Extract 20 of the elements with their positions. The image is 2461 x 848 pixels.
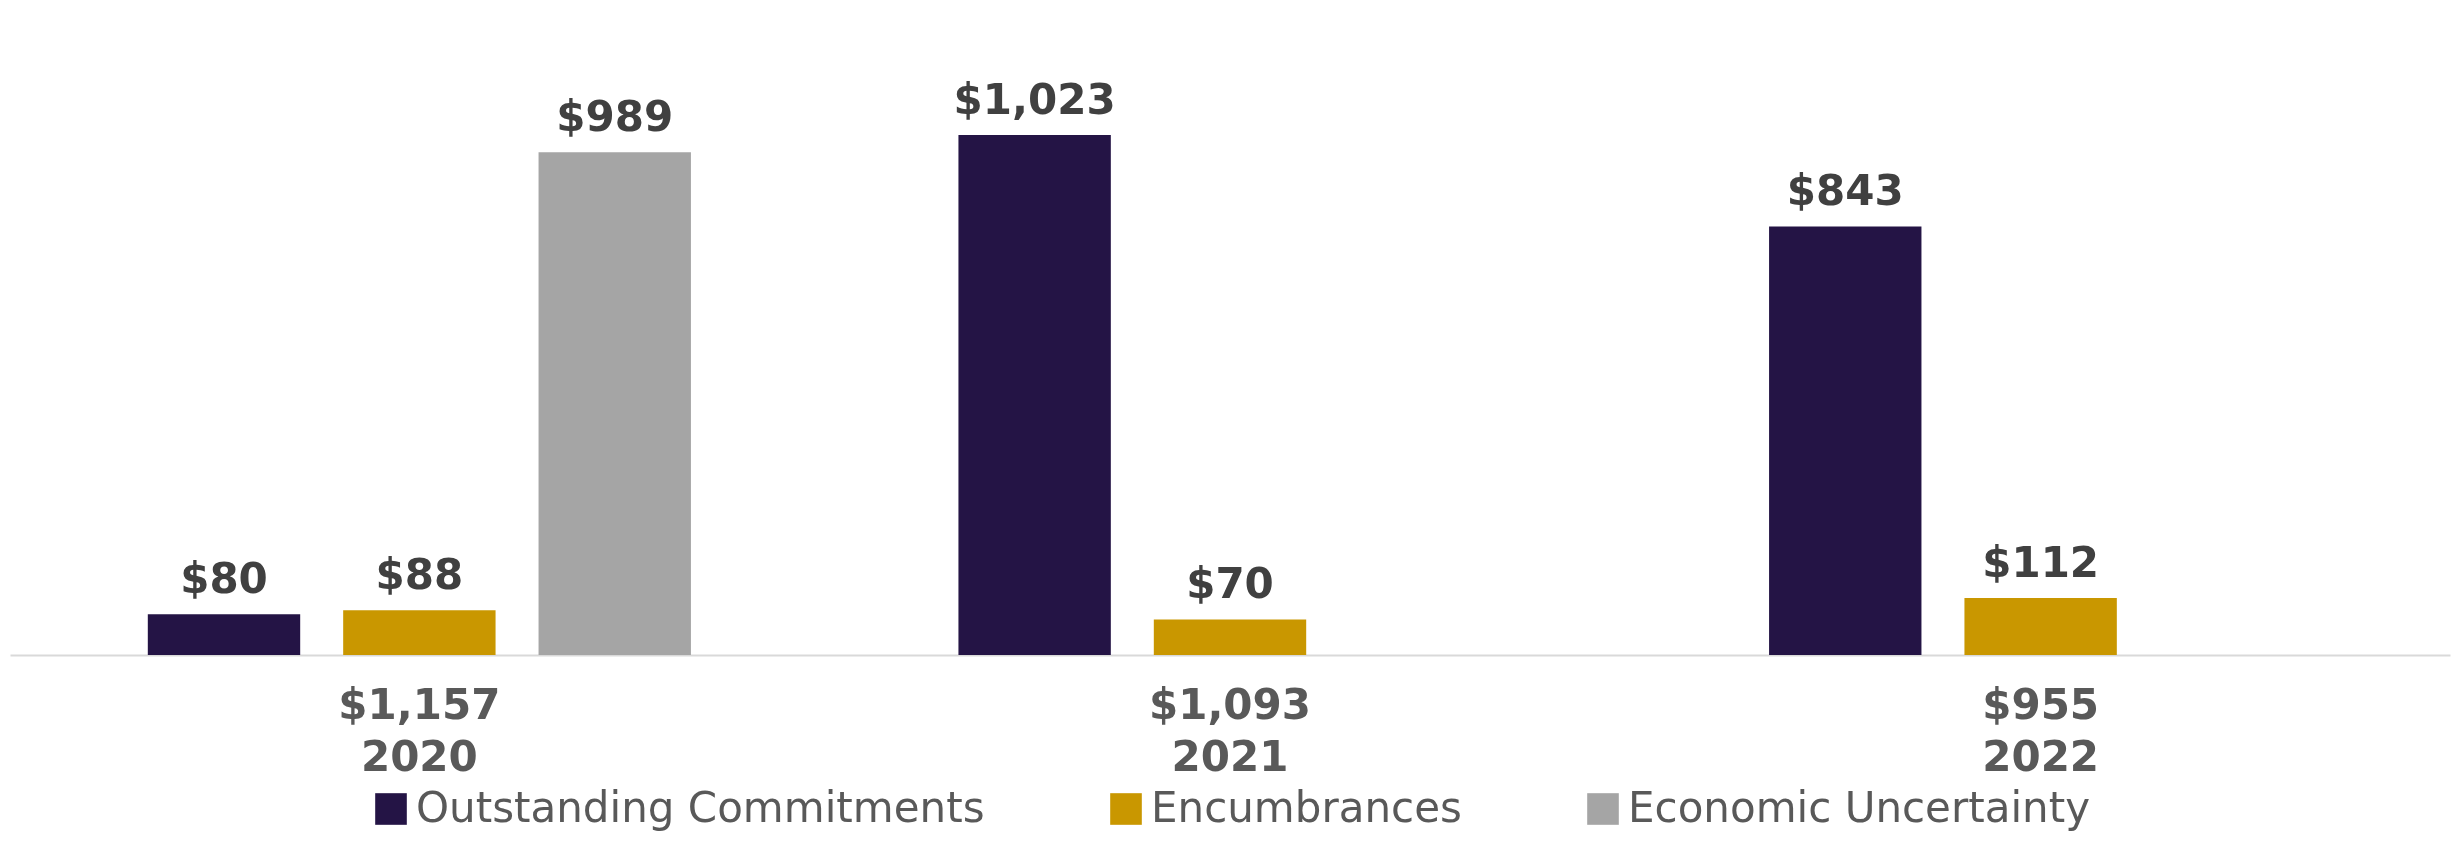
legend-label: Economic Uncertainty bbox=[1628, 783, 2091, 832]
bar bbox=[343, 610, 496, 655]
x-tick-label: $1,157 2020 bbox=[338, 679, 501, 781]
bar bbox=[147, 614, 301, 655]
data-label: $989 bbox=[556, 92, 674, 142]
data-label: $112 bbox=[1982, 538, 2100, 588]
bar bbox=[958, 135, 1111, 655]
bar bbox=[538, 152, 691, 655]
data-label: $843 bbox=[1786, 166, 1904, 216]
x-tick-label: $1,093 2021 bbox=[1148, 679, 1312, 781]
data-label: $1,023 bbox=[953, 75, 1116, 124]
x-tick-label: $955 2022 bbox=[1982, 679, 2100, 781]
legend-label: Outstanding Commitments bbox=[416, 783, 985, 832]
data-label: $80 bbox=[180, 554, 268, 604]
legend-label: Encumbrances bbox=[1151, 783, 1462, 832]
data-label: $88 bbox=[375, 550, 464, 600]
bar bbox=[1153, 619, 1307, 655]
bar bbox=[1964, 598, 2117, 655]
data-label: $70 bbox=[1186, 559, 1274, 609]
bar bbox=[1769, 226, 1922, 655]
